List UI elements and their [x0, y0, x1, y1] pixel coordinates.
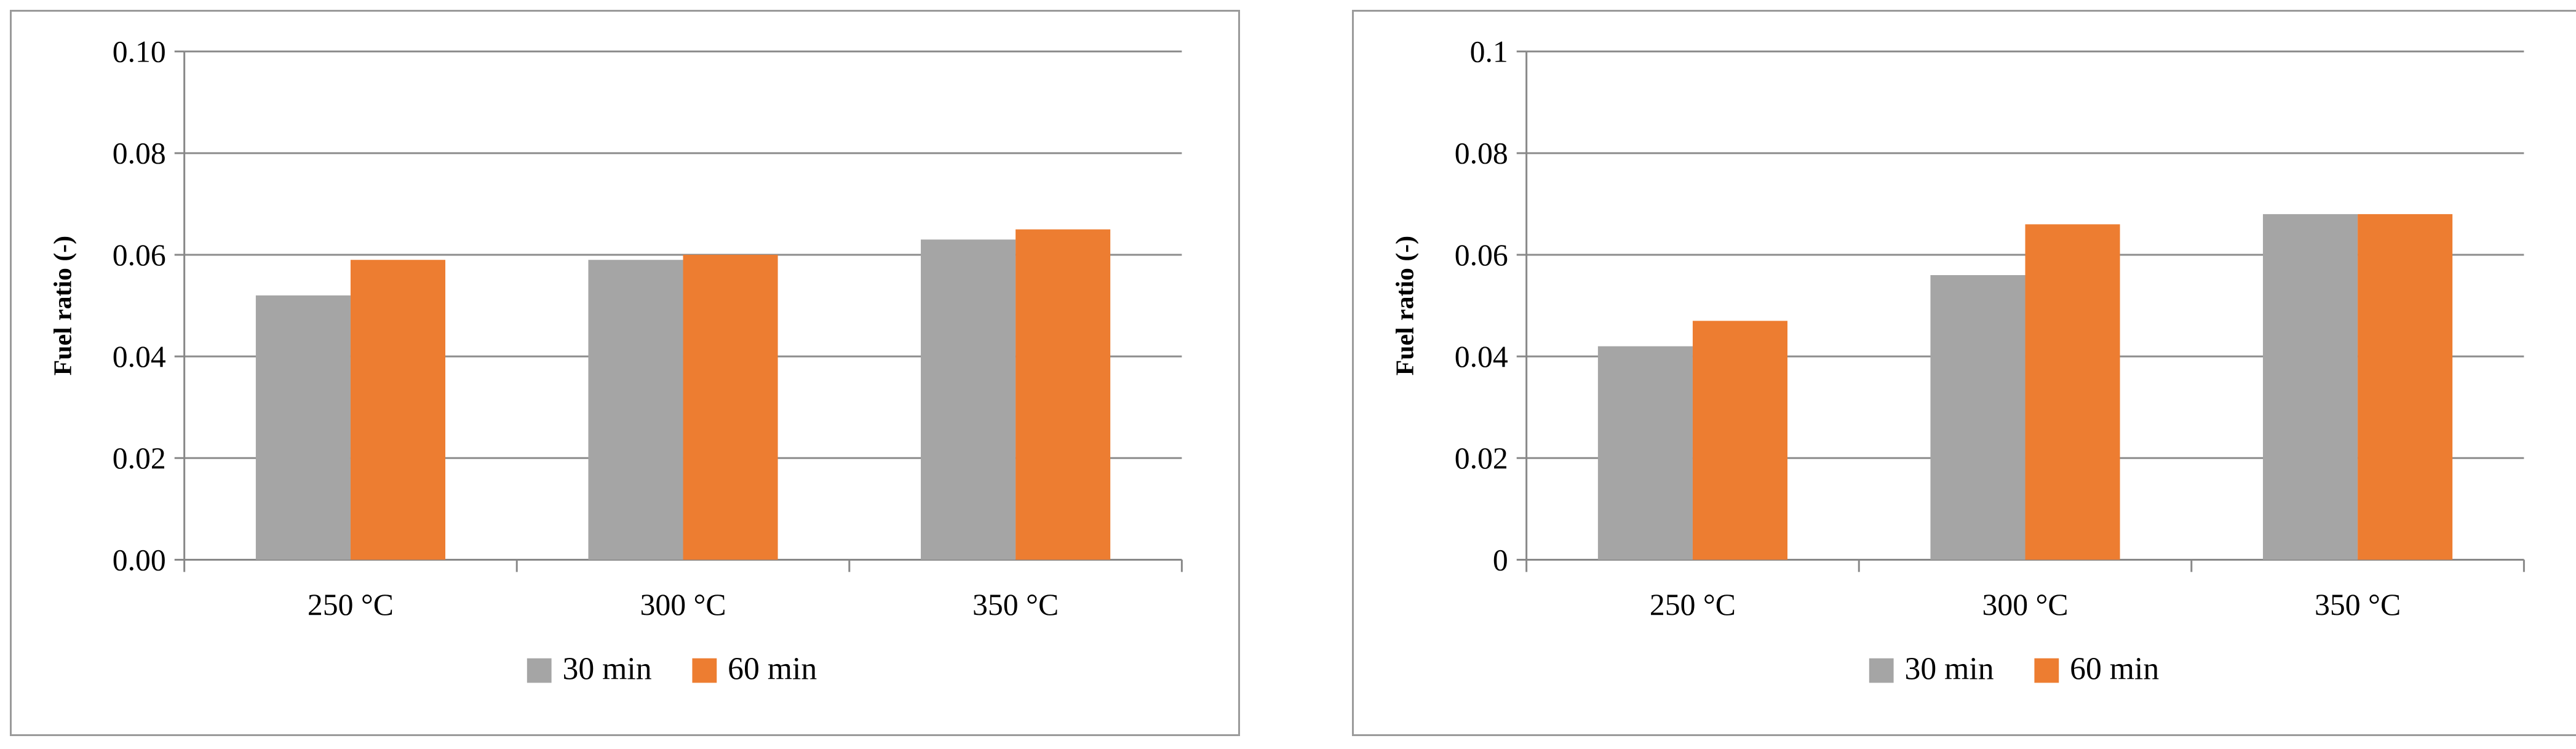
bar [255, 295, 351, 560]
bar [683, 254, 778, 560]
chart-right-svg: 0 0.02 0.04 0.06 0.08 0.1 250 °C 300 °C 350 °C Fu… [1391, 35, 2525, 686]
legend-label: 60 min [2070, 651, 2159, 686]
bar [1016, 229, 1111, 560]
y-tick-label: 0.1 [1470, 35, 1508, 69]
bar [350, 260, 446, 560]
y-tick-label: 0 [1493, 543, 1508, 577]
bar [1692, 321, 1788, 560]
bar [588, 260, 683, 560]
legend-swatch [692, 658, 717, 683]
legend-swatch [1869, 658, 1894, 683]
y-tick-label: 0.00 [113, 543, 166, 577]
y-tick-label: 0.04 [113, 340, 166, 374]
bar [921, 239, 1016, 560]
chart-right: 0 0.02 0.04 0.06 0.08 0.1 250 °C 300 °C 350 °C Fu… [1352, 10, 2576, 736]
x-tick-label: 350 °C [972, 588, 1059, 622]
y-axis-title: Fuel ratio (-) [49, 236, 78, 375]
chart-left: 0.00 0.02 0.04 0.06 0.08 0.10 250 °C 300 °C 350 … [10, 10, 1240, 736]
y-tick-label: 0.02 [1455, 441, 1508, 475]
y-tick-label: 0.06 [1455, 238, 1508, 272]
legend-label: 60 min [728, 651, 817, 686]
legend-swatch [2034, 658, 2059, 683]
legend-label: 30 min [563, 651, 652, 686]
x-tick-label: 250 °C [308, 588, 394, 622]
x-tick-label: 350 °C [2315, 588, 2401, 622]
bar [2263, 214, 2358, 560]
legend: 30 min 60 min [527, 651, 817, 686]
x-tick-label: 300 °C [1982, 588, 2068, 622]
y-tick-label: 0.04 [1455, 340, 1508, 374]
x-tick-label: 300 °C [640, 588, 726, 622]
y-tick-label: 0.08 [113, 137, 166, 170]
chart-left-svg: 0.00 0.02 0.04 0.06 0.08 0.10 250 °C 300 °C 350 … [49, 35, 1183, 686]
bar [1930, 275, 2025, 560]
y-tick-label: 0.06 [113, 238, 166, 272]
y-tick-label: 0.08 [1455, 137, 1508, 170]
legend-swatch [527, 658, 552, 683]
y-axis-title: Fuel ratio (-) [1391, 236, 1420, 375]
bar [1597, 346, 1693, 560]
legend: 30 min 60 min [1869, 651, 2159, 686]
legend-label: 30 min [1905, 651, 1994, 686]
bar [2358, 214, 2453, 560]
x-tick-label: 250 °C [1650, 588, 1736, 622]
bar [2025, 224, 2120, 560]
y-tick-label: 0.10 [113, 35, 166, 69]
y-tick-label: 0.02 [113, 441, 166, 475]
